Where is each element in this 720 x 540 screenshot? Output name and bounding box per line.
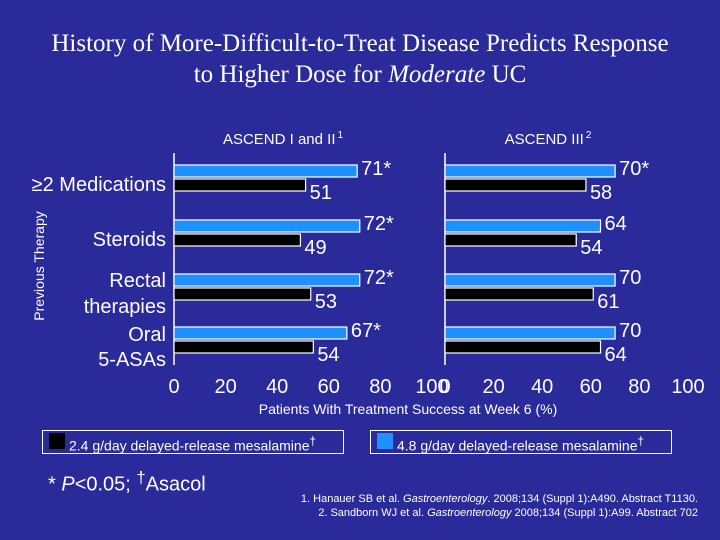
- category-label: Oral: [128, 324, 166, 346]
- category-label: Rectal: [109, 270, 166, 292]
- reference-2-authors: 2. Sandborn WJ et al.: [318, 507, 428, 519]
- panel-1-bar-high-dose: [173, 326, 348, 340]
- panel-2-x-tick-label: 0: [439, 376, 450, 398]
- category-label: 5-ASAs: [98, 349, 166, 371]
- panel-1-label-high-dose: 71*: [361, 158, 391, 180]
- footnote-asacol: Asacol: [145, 473, 206, 496]
- panel-1-title-sup: 1: [337, 130, 343, 141]
- slide-title: History of More-Difficult-to-Treat Disea…: [0, 28, 720, 90]
- legend-high-dose-label: 4.8 g/day delayed-release mesalamine: [397, 437, 638, 454]
- panel-1-x-tick-label: 80: [369, 376, 391, 398]
- panel-2-label-high-dose: 70: [619, 320, 641, 342]
- legend-low-dose-text: 2.4 g/day delayed-release mesalamine†: [69, 431, 316, 457]
- reference-1-authors: 1. Hanauer SB et al.: [300, 493, 404, 505]
- panel-2-title-sup: 2: [586, 130, 592, 141]
- significance-footnote: * P<0.05; †Asacol: [48, 468, 206, 497]
- category-label: ≥2 Medications: [32, 174, 166, 196]
- reference-1: 1. Hanauer SB et al. Gastroenterology. 2…: [301, 492, 698, 506]
- reference-1-details: . 2008;134 (Suppl 1):A490. Abstract T113…: [487, 493, 698, 505]
- footnote-p: P: [61, 473, 75, 496]
- panel-1-bar-low-dose: [173, 178, 307, 192]
- title-line-2-suffix: UC: [485, 61, 527, 88]
- reference-2-journal: Gastroenterology: [427, 507, 512, 519]
- panel-2-title-text: ASCEND III: [505, 131, 584, 148]
- x-axis-title: Patients With Treatment Success at Week …: [259, 401, 558, 417]
- category-label: therapies: [84, 296, 166, 318]
- panel-2-bar-high-dose: [444, 273, 616, 287]
- legend-high-dose-swatch: [377, 433, 393, 449]
- panel-2-title: ASCEND III 2: [505, 130, 592, 148]
- y-axis-title: Previous Therapy: [31, 211, 47, 320]
- legend-high-dose-dagger: †: [637, 435, 644, 448]
- panel-1-x-tick-label: 40: [266, 376, 288, 398]
- panel-1-label-low-dose: 49: [304, 237, 326, 259]
- category-label: Steroids: [93, 229, 166, 251]
- panel-1-title-text: ASCEND I and II: [223, 131, 336, 148]
- panel-2-bar-high-dose: [444, 164, 616, 178]
- panel-2-label-high-dose: 64: [605, 213, 627, 235]
- panel-2-label-high-dose: 70*: [619, 158, 649, 180]
- panel-2-bar-low-dose: [444, 178, 587, 192]
- title-line-1: History of More-Difficult-to-Treat Disea…: [51, 30, 669, 57]
- panel-2-bar-high-dose: [444, 326, 616, 340]
- legend-high-dose: 4.8 g/day delayed-release mesalamine†: [370, 430, 672, 454]
- title-emphasis: Moderate: [388, 61, 486, 88]
- legend-low-dose-label: 2.4 g/day delayed-release mesalamine: [69, 437, 310, 454]
- panel-2-bar-low-dose: [444, 340, 602, 354]
- panel-1-x-tick-label: 0: [168, 376, 179, 398]
- panel-2-x-tick-label: 60: [580, 376, 602, 398]
- panel-2-x-tick-label: 80: [628, 376, 650, 398]
- reference-2-details: 2008;134 (Suppl 1):A99. Abstract 702: [511, 507, 698, 519]
- footnote-star: *: [48, 473, 62, 496]
- panel-1-label-high-dose: 72*: [364, 213, 394, 235]
- panel-1-x-tick-label: 20: [214, 376, 236, 398]
- panel-2-x-tick-label: 20: [482, 376, 504, 398]
- reference-2: 2. Sandborn WJ et al. Gastroenterology 2…: [301, 506, 698, 520]
- panel-2-x-tick-label: 40: [531, 376, 553, 398]
- panel-1-label-low-dose: 53: [315, 291, 337, 313]
- panel-1-x-tick-label: 60: [318, 376, 340, 398]
- legend-high-dose-text: 4.8 g/day delayed-release mesalamine†: [397, 431, 644, 457]
- panel-2-x-tick-label: 100: [671, 376, 704, 398]
- panel-2-label-low-dose: 58: [590, 182, 612, 204]
- reference-1-journal: Gastroenterology: [403, 493, 488, 505]
- footnote-p-rest: <0.05;: [74, 473, 137, 496]
- title-line-2: to Higher Dose for Moderate UC: [0, 59, 720, 90]
- panel-2-label-high-dose: 70: [619, 267, 641, 289]
- panel-1-bar-high-dose: [173, 164, 358, 178]
- panel-1-label-high-dose: 67*: [351, 320, 381, 342]
- panel-1-bar-low-dose: [173, 233, 302, 247]
- legend-low-dose-swatch: [49, 433, 65, 449]
- legend-low-dose-dagger: †: [309, 435, 316, 448]
- panel-1-bar-high-dose: [173, 219, 361, 233]
- panel-1-label-high-dose: 72*: [364, 267, 394, 289]
- panel-1-title: ASCEND I and II 1: [223, 130, 344, 148]
- legend-low-dose: 2.4 g/day delayed-release mesalamine†: [42, 430, 344, 454]
- panel-2-label-low-dose: 54: [580, 237, 602, 259]
- panel-1-bar-low-dose: [173, 287, 312, 301]
- panel-2-label-low-dose: 64: [605, 344, 627, 366]
- footnote-dagger: †: [136, 468, 146, 487]
- panel-2-label-low-dose: 61: [597, 291, 619, 313]
- panel-2-bar-low-dose: [444, 233, 577, 247]
- panel-1-label-low-dose: 51: [310, 182, 332, 204]
- title-line-2-prefix: to Higher Dose for: [193, 61, 389, 88]
- panel-2-bar-high-dose: [444, 219, 602, 233]
- panel-1-bar-low-dose: [173, 340, 314, 354]
- panel-2-bar-low-dose: [444, 287, 594, 301]
- panel-1-x-tick-label: 100: [415, 376, 448, 398]
- panel-1-label-low-dose: 54: [317, 344, 339, 366]
- panel-1-bar-high-dose: [173, 273, 361, 287]
- references: 1. Hanauer SB et al. Gastroenterology. 2…: [301, 492, 698, 520]
